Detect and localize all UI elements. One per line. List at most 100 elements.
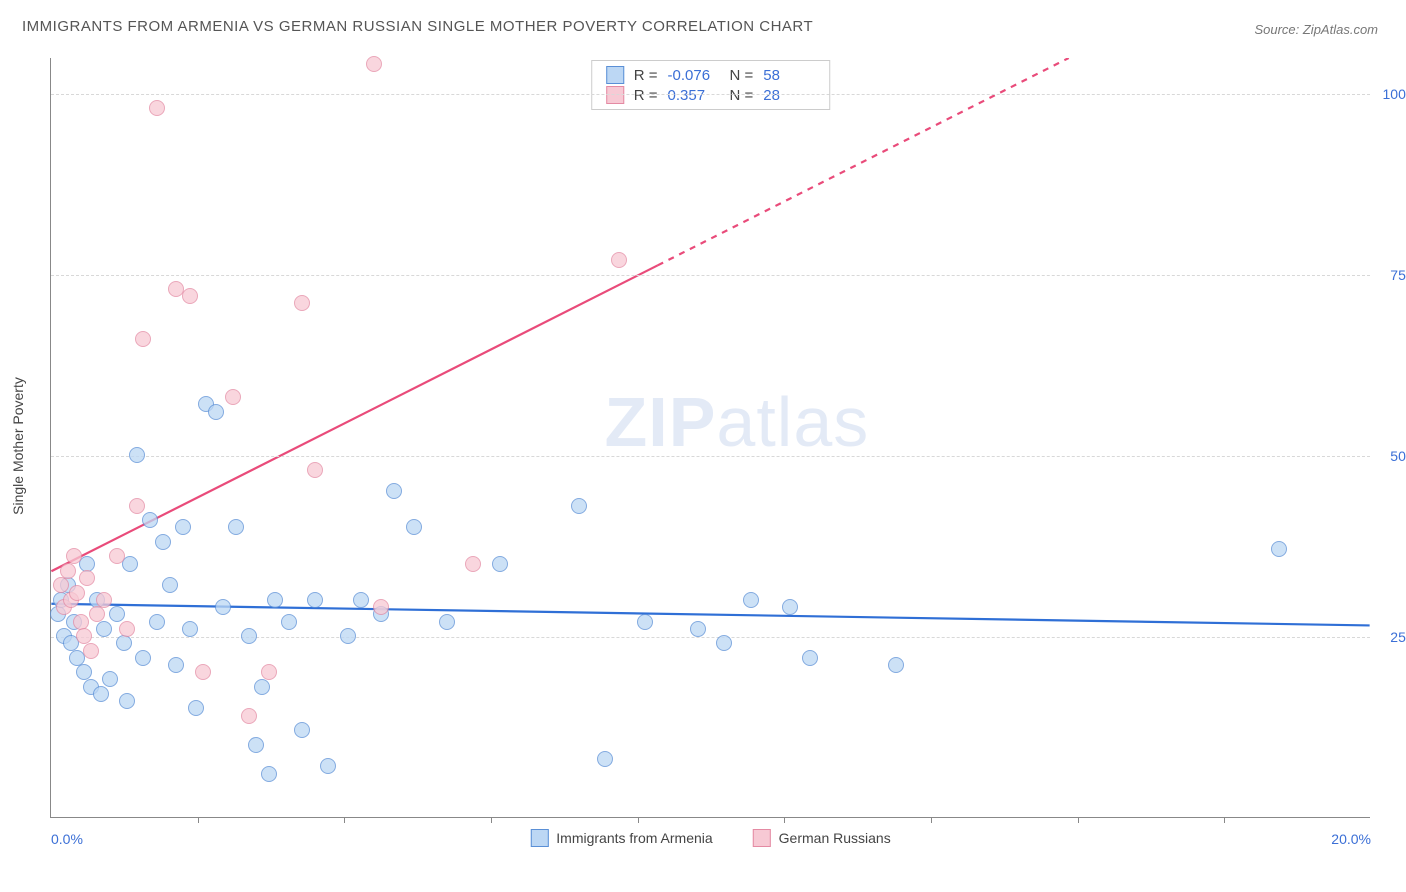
- data-point: [73, 614, 89, 630]
- gridline: [51, 456, 1370, 457]
- data-point: [109, 606, 125, 622]
- data-point: [267, 592, 283, 608]
- legend-swatch: [753, 829, 771, 847]
- x-tick-mark: [784, 817, 785, 823]
- data-point: [597, 751, 613, 767]
- data-point: [888, 657, 904, 673]
- gridline: [51, 94, 1370, 95]
- data-point: [53, 577, 69, 593]
- data-point: [294, 295, 310, 311]
- stats-n-value: 58: [763, 67, 815, 84]
- x-tick-mark: [198, 817, 199, 823]
- plot-area: ZIPatlas R =-0.076N =58R =0.357N =28 Imm…: [50, 58, 1370, 818]
- data-point: [637, 614, 653, 630]
- data-point: [182, 621, 198, 637]
- gridline: [51, 275, 1370, 276]
- data-point: [571, 498, 587, 514]
- data-point: [225, 389, 241, 405]
- data-point: [294, 722, 310, 738]
- data-point: [307, 592, 323, 608]
- data-point: [79, 570, 95, 586]
- data-point: [307, 462, 323, 478]
- data-point: [743, 592, 759, 608]
- legend-item: German Russians: [753, 829, 891, 847]
- stats-n-label: N =: [730, 67, 754, 84]
- y-tick-label: 50.0%: [1390, 448, 1406, 464]
- y-tick-label: 100.0%: [1383, 86, 1406, 102]
- data-point: [340, 628, 356, 644]
- data-point: [611, 252, 627, 268]
- chart-title: IMMIGRANTS FROM ARMENIA VS GERMAN RUSSIA…: [22, 18, 813, 35]
- data-point: [83, 643, 99, 659]
- data-point: [386, 483, 402, 499]
- data-point: [228, 519, 244, 535]
- data-point: [254, 679, 270, 695]
- data-point: [195, 664, 211, 680]
- data-point: [716, 635, 732, 651]
- data-point: [162, 577, 178, 593]
- data-point: [89, 606, 105, 622]
- data-point: [439, 614, 455, 630]
- data-point: [149, 100, 165, 116]
- data-point: [135, 650, 151, 666]
- data-point: [182, 288, 198, 304]
- data-point: [353, 592, 369, 608]
- data-point: [320, 758, 336, 774]
- x-tick-label: 20.0%: [1331, 831, 1371, 847]
- data-point: [102, 671, 118, 687]
- data-point: [261, 766, 277, 782]
- data-point: [261, 664, 277, 680]
- source-attribution: Source: ZipAtlas.com: [1254, 22, 1378, 37]
- data-point: [129, 498, 145, 514]
- data-point: [119, 621, 135, 637]
- data-point: [208, 404, 224, 420]
- legend-label: Immigrants from Armenia: [556, 830, 712, 846]
- series-legend: Immigrants from Armenia German Russians: [530, 829, 890, 847]
- data-point: [248, 737, 264, 753]
- data-point: [1271, 541, 1287, 557]
- data-point: [215, 599, 231, 615]
- y-axis-label: Single Mother Poverty: [10, 377, 26, 515]
- data-point: [175, 519, 191, 535]
- data-point: [129, 447, 145, 463]
- trend-lines-svg: [51, 58, 1370, 817]
- data-point: [241, 628, 257, 644]
- data-point: [109, 548, 125, 564]
- data-point: [155, 534, 171, 550]
- data-point: [69, 585, 85, 601]
- data-point: [149, 614, 165, 630]
- y-tick-label: 75.0%: [1390, 267, 1406, 283]
- data-point: [241, 708, 257, 724]
- data-point: [66, 548, 82, 564]
- data-point: [373, 599, 389, 615]
- data-point: [406, 519, 422, 535]
- x-tick-label: 0.0%: [51, 831, 83, 847]
- stats-legend: R =-0.076N =58R =0.357N =28: [591, 60, 831, 110]
- data-point: [96, 621, 112, 637]
- legend-swatch: [530, 829, 548, 847]
- stats-legend-row: R =-0.076N =58: [606, 65, 816, 85]
- data-point: [690, 621, 706, 637]
- x-tick-mark: [344, 817, 345, 823]
- x-tick-mark: [1224, 817, 1225, 823]
- x-tick-mark: [638, 817, 639, 823]
- x-tick-mark: [931, 817, 932, 823]
- data-point: [116, 635, 132, 651]
- data-point: [366, 56, 382, 72]
- watermark: ZIPatlas: [604, 382, 869, 462]
- data-point: [168, 657, 184, 673]
- data-point: [492, 556, 508, 572]
- stats-r-label: R =: [634, 67, 658, 84]
- data-point: [135, 331, 151, 347]
- data-point: [60, 563, 76, 579]
- data-point: [802, 650, 818, 666]
- x-tick-mark: [1078, 817, 1079, 823]
- legend-item: Immigrants from Armenia: [530, 829, 712, 847]
- data-point: [142, 512, 158, 528]
- data-point: [465, 556, 481, 572]
- x-tick-mark: [491, 817, 492, 823]
- data-point: [93, 686, 109, 702]
- data-point: [782, 599, 798, 615]
- legend-swatch: [606, 66, 624, 84]
- data-point: [96, 592, 112, 608]
